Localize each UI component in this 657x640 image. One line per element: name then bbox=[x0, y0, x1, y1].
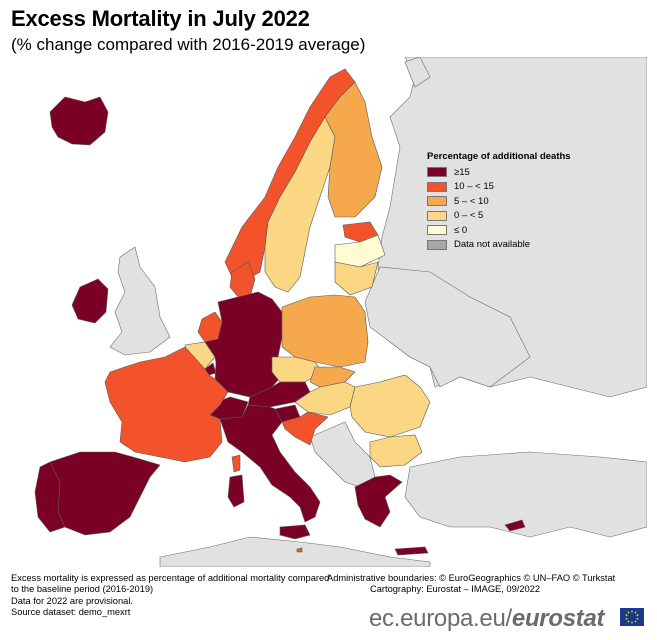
map-title: Excess Mortality in July 2022 bbox=[11, 6, 310, 31]
country-france-corsica bbox=[231, 454, 241, 473]
footnote-line: to the baseline period (2016-2019) bbox=[11, 584, 154, 595]
legend-label: ≤ 0 bbox=[454, 224, 468, 236]
legend-label: 0 – < 5 bbox=[454, 210, 484, 222]
legend-item: ≤ 0 bbox=[427, 223, 571, 238]
footnote-right: Administrative boundaries: © EuroGeograp… bbox=[327, 573, 615, 596]
legend-item: 0 – < 5 bbox=[427, 209, 571, 224]
country-malta bbox=[296, 547, 303, 553]
eurostat-brand: ec.europa.eu/eurostat bbox=[369, 605, 604, 633]
legend-title: Percentage of additional deaths bbox=[427, 151, 571, 162]
country-cyprus bbox=[504, 519, 526, 532]
footnote-line: Excess mortality is expressed as percent… bbox=[11, 573, 330, 583]
footnote-line: Administrative boundaries: © EuroGeograp… bbox=[327, 573, 616, 583]
legend-label: 5 – < 10 bbox=[454, 195, 489, 207]
europe-choropleth-map bbox=[10, 57, 647, 567]
country-italy bbox=[219, 404, 321, 523]
brand-domain: ec.europa.eu/ bbox=[369, 605, 512, 632]
legend-label: ≥15 bbox=[454, 166, 470, 178]
legend-swatch bbox=[427, 225, 447, 236]
legend-item: ≥15 bbox=[427, 165, 571, 180]
legend-swatch bbox=[427, 167, 447, 178]
country-croatia bbox=[281, 411, 329, 446]
footnote-line: Source dataset: demo_mexrt bbox=[11, 606, 131, 617]
country-poland bbox=[281, 294, 369, 368]
country-italy-sicily bbox=[279, 524, 311, 540]
map-legend: Percentage of additional deaths ≥15 10 –… bbox=[427, 151, 571, 252]
legend-label: 10 – < 15 bbox=[454, 181, 494, 193]
eu-flag-icon bbox=[620, 608, 644, 626]
legend-item: 5 – < 10 bbox=[427, 194, 571, 209]
map-subtitle: (% change compared with 2016-2019 averag… bbox=[11, 35, 366, 54]
map-svg bbox=[10, 57, 647, 567]
country-sweden bbox=[264, 116, 336, 293]
country-greece-crete bbox=[394, 546, 429, 556]
country-bulgaria bbox=[369, 434, 423, 468]
country-iceland bbox=[49, 96, 109, 146]
legend-swatch bbox=[427, 239, 447, 250]
country-romania bbox=[349, 374, 431, 438]
country-finland bbox=[324, 81, 383, 218]
footnote-left: Excess mortality is expressed as percent… bbox=[11, 573, 329, 618]
country-italy-sardinia bbox=[227, 474, 245, 508]
country-portugal bbox=[34, 461, 66, 533]
brand-name: eurostat bbox=[511, 605, 605, 632]
non-covered-land bbox=[109, 57, 647, 567]
legend-item: 10 – < 15 bbox=[427, 180, 571, 195]
legend-label: Data not available bbox=[454, 239, 531, 251]
footnote-line: Cartography: Eurostat – IMAGE, 09/2022 bbox=[370, 584, 541, 595]
footnote-line: Data for 2022 are provisional. bbox=[11, 595, 133, 606]
legend-swatch bbox=[427, 196, 447, 207]
country-greece bbox=[354, 474, 403, 528]
legend-swatch bbox=[427, 181, 447, 192]
legend-item: Data not available bbox=[427, 238, 571, 253]
country-lithuania bbox=[334, 261, 379, 296]
legend-swatch bbox=[427, 210, 447, 221]
countries bbox=[34, 68, 526, 556]
country-ireland bbox=[71, 278, 109, 324]
